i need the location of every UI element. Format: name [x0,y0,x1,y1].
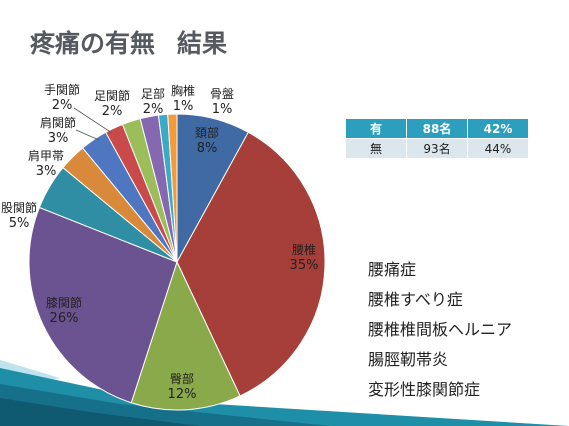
diagnosis-item: 腰椎すべり症 [368,290,463,309]
slice-label: 骨盤 1% [210,87,234,117]
pie-slice-臀部 [130,260,241,411]
results-table: 有 88名 42% 無 93名 44% [345,118,529,159]
table-header-row: 有 88名 42% [345,118,529,139]
diagnosis-list: 腰痛症 腰椎すべり症 腰椎椎間板ヘルニア 腸脛靭帯炎 変形性膝関節症 [368,255,512,405]
slice-label: 股関節 5% [1,200,37,231]
slice-label: 胸椎 1% [171,83,195,114]
leader-line [73,107,113,134]
slice-label: 膝関節 26% [46,295,82,326]
slice-label: 手関節 2% [44,82,80,113]
diagnosis-item: 腰痛症 [368,260,417,279]
diagnosis-item: 腰椎椎間板ヘルニア [368,320,513,339]
slice-label: 頚部 8% [195,125,219,156]
slice-label: 腰椎 35% [290,242,319,273]
diagnosis-item: 変形性膝関節症 [368,380,481,399]
table-cell: 無 [345,138,407,159]
table-cell: 88名 [406,118,468,139]
leader-line [75,129,100,141]
table-cell: 42% [467,118,529,139]
pie-slice-腰椎 [176,131,326,397]
table-cell: 44% [467,138,529,159]
slice-label: 肩関節 3% [40,115,76,146]
slice-label: 足部 2% [141,86,165,117]
diagnosis-item: 腸脛靭帯炎 [368,350,449,369]
slice-label: 足関節 2% [94,88,130,119]
pie-slice-骨盤 [167,113,178,263]
slide-title: 疼痛の有無 結果 [30,24,227,60]
table-cell: 有 [345,118,407,139]
table-row: 無 93名 44% [345,138,529,159]
title-sub: 結果 [177,29,228,58]
table-cell: 93名 [406,138,468,159]
pie-slice-膝関節 [28,206,178,404]
slice-label: 肩甲帯 3% [28,148,64,179]
title-main: 疼痛の有無 [30,29,156,58]
slice-label: 臀部 12% [168,371,197,402]
